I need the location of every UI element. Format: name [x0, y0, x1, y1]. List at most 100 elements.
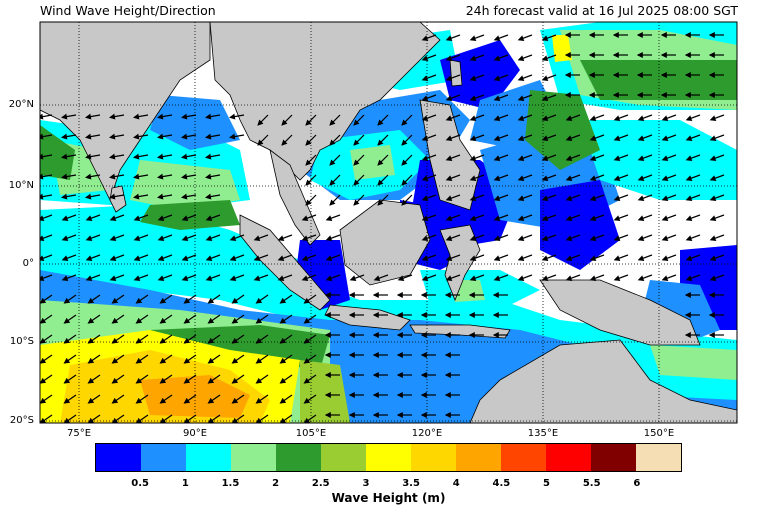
wave-direction-arrow	[469, 254, 485, 261]
colorbar-segment	[591, 444, 636, 471]
wave-direction-arrow	[493, 114, 509, 121]
wave-direction-arrow	[303, 334, 317, 344]
colorbar-segment	[231, 444, 276, 471]
wave-direction-arrow	[613, 234, 629, 241]
wave-direction-arrow	[565, 214, 581, 221]
wave-height-contour	[150, 95, 240, 150]
wave-direction-arrow	[517, 154, 533, 161]
wave-direction-arrow	[637, 154, 653, 161]
wave-height-contour	[650, 345, 737, 380]
wave-direction-arrow	[421, 214, 437, 221]
wave-direction-arrow	[329, 174, 341, 186]
wave-direction-arrow	[469, 154, 485, 161]
wave-direction-arrow	[253, 274, 269, 281]
wave-direction-arrow	[613, 134, 629, 141]
wave-height-map	[39, 21, 738, 424]
wave-direction-arrow	[87, 334, 101, 344]
wave-direction-arrow	[135, 414, 149, 423]
colorbar-segment	[501, 444, 546, 471]
wave-direction-arrow	[255, 394, 269, 404]
wave-direction-arrow	[159, 314, 173, 324]
wave-direction-arrow	[353, 114, 365, 126]
wave-direction-arrow	[445, 254, 461, 261]
wave-direction-arrow	[469, 194, 485, 201]
wave-direction-arrow	[109, 133, 125, 140]
wave-direction-arrow	[589, 254, 605, 261]
wave-height-contour	[540, 180, 620, 270]
wave-direction-arrow	[305, 174, 317, 186]
wave-direction-arrow	[685, 234, 701, 241]
wave-direction-arrow	[445, 114, 461, 121]
wave-direction-arrow	[109, 254, 125, 261]
wave-direction-arrow	[637, 214, 653, 221]
wave-direction-arrow	[421, 234, 437, 241]
wave-direction-arrow	[709, 154, 725, 161]
wave-direction-arrow	[181, 173, 197, 180]
wave-direction-arrow	[469, 34, 485, 41]
wave-direction-arrow	[445, 214, 461, 221]
wave-direction-arrow	[303, 294, 317, 304]
wave-direction-arrow	[613, 254, 629, 261]
colorbar-tick-label: 3	[362, 478, 370, 489]
colorbar-tick-label: 5.5	[582, 478, 601, 489]
wave-direction-arrow	[637, 234, 653, 241]
wave-direction-arrow	[709, 134, 725, 141]
wave-direction-arrow	[205, 254, 221, 261]
wave-direction-arrow	[329, 114, 341, 126]
wave-direction-arrow	[445, 54, 461, 61]
wave-direction-arrow	[159, 414, 173, 423]
wave-direction-arrow	[589, 234, 605, 241]
wave-direction-arrow	[253, 234, 269, 241]
wave-direction-arrow	[133, 153, 149, 160]
wave-direction-arrow	[325, 234, 341, 241]
wave-direction-arrow	[85, 153, 101, 160]
wave-direction-arrow	[305, 114, 317, 126]
wave-direction-arrow	[87, 394, 101, 404]
landmass	[239, 214, 331, 311]
wave-height-contour	[380, 380, 460, 423]
wave-direction-arrow	[493, 154, 509, 161]
wave-direction-arrow	[589, 174, 605, 181]
wave-direction-arrow	[565, 194, 581, 201]
forecast-validity: 24h forecast valid at 16 Jul 2025 08:00 …	[465, 3, 738, 18]
wave-direction-arrow	[61, 173, 77, 180]
wave-height-contour	[350, 145, 395, 180]
wave-direction-arrow	[205, 274, 221, 281]
wave-direction-arrow	[63, 354, 77, 364]
colorbar-tick-label: 0.5	[131, 478, 149, 489]
wave-direction-arrow	[377, 194, 389, 206]
wave-direction-arrow	[493, 94, 509, 101]
wave-direction-arrow	[303, 374, 317, 384]
wave-direction-arrow	[661, 174, 677, 181]
wave-direction-arrow	[517, 214, 533, 221]
wave-direction-arrow	[565, 114, 581, 121]
wave-direction-arrow	[325, 214, 341, 221]
wave-direction-arrow	[279, 354, 293, 364]
wave-direction-arrow	[401, 134, 413, 146]
wave-direction-arrow	[61, 113, 77, 120]
wave-direction-arrow	[231, 394, 245, 404]
wave-direction-arrow	[661, 214, 677, 221]
wave-direction-arrow	[229, 133, 245, 140]
wave-direction-arrow	[445, 134, 461, 141]
wave-direction-arrows	[40, 32, 725, 423]
wave-direction-arrow	[183, 334, 197, 344]
wave-direction-arrow	[469, 214, 485, 221]
wave-direction-arrow	[565, 154, 581, 161]
wave-direction-arrow	[183, 374, 197, 384]
wave-direction-arrow	[353, 194, 365, 206]
wave-direction-arrow	[229, 113, 245, 120]
wave-direction-arrow	[661, 194, 677, 201]
wave-direction-arrow	[303, 414, 317, 423]
wave-direction-arrow	[85, 254, 101, 261]
wave-direction-arrow	[445, 234, 461, 241]
wave-direction-arrow	[85, 234, 101, 241]
wave-direction-arrow	[229, 254, 245, 261]
wave-direction-arrow	[305, 134, 317, 146]
wave-direction-arrow	[445, 274, 461, 281]
wave-direction-arrow	[421, 194, 437, 201]
wave-direction-arrow	[109, 234, 125, 241]
wave-direction-arrow	[109, 113, 125, 120]
wave-direction-arrow	[157, 173, 173, 180]
wave-direction-arrow	[231, 414, 245, 423]
